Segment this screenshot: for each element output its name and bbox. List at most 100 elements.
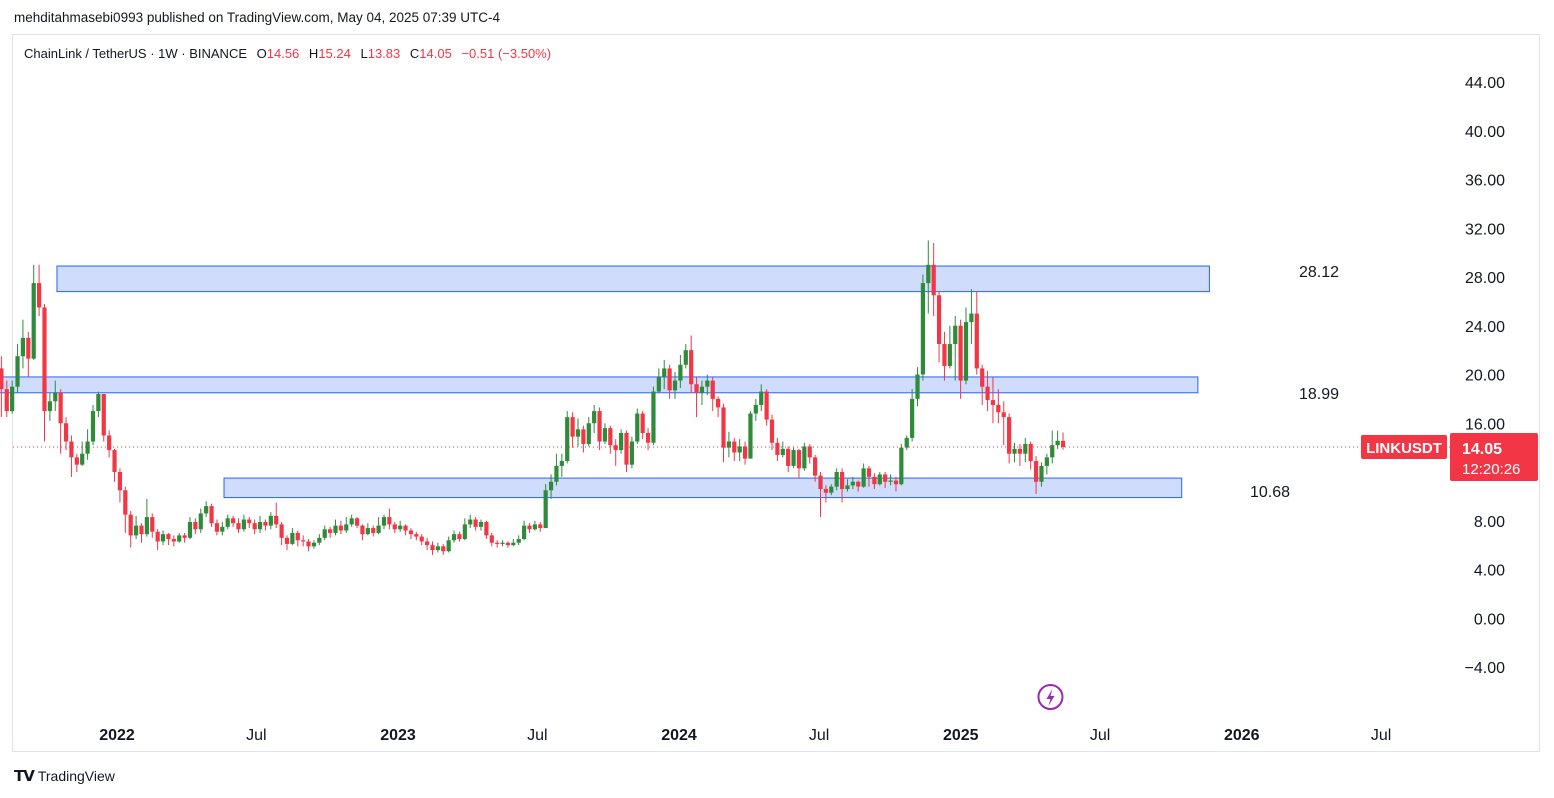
- candle-body: [462, 524, 467, 540]
- candle: [931, 242, 936, 316]
- candle: [721, 403, 726, 463]
- candle-body: [69, 441, 74, 458]
- candle: [150, 513, 155, 538]
- candle: [74, 453, 79, 472]
- lightning-event-icon[interactable]: [1037, 684, 1064, 710]
- candle-body: [101, 394, 106, 436]
- candle-body: [829, 486, 834, 493]
- candle-body: [435, 546, 440, 550]
- candle: [899, 443, 904, 486]
- candle: [495, 540, 500, 548]
- candle-body: [570, 417, 575, 437]
- candle: [284, 535, 290, 550]
- candle-body: [1017, 448, 1023, 454]
- candle-body: [667, 368, 672, 391]
- overlay-layer: 28.12 18.99 10.68 44.00 40.00 36.00 32.00 28.00…: [13, 75, 1538, 744]
- candle-body: [834, 472, 839, 487]
- candle-body: [53, 392, 58, 402]
- candle: [381, 514, 387, 530]
- candle-body: [90, 411, 96, 442]
- candle: [856, 480, 861, 492]
- candle: [645, 428, 651, 451]
- candle-body: [883, 474, 888, 482]
- candle: [257, 515, 263, 533]
- candle-body: [511, 542, 516, 546]
- candle-body: [635, 413, 640, 442]
- candle: [171, 535, 176, 547]
- candle: [489, 532, 494, 547]
- zone-label: 10.68: [1250, 484, 1290, 501]
- candle: [947, 325, 952, 369]
- candle-body: [96, 394, 101, 412]
- candle-body: [338, 525, 343, 531]
- tradingview-mark-icon: 𝗧𝗩: [14, 768, 35, 785]
- candle-body: [500, 542, 505, 544]
- candle: [910, 389, 915, 442]
- candle: [301, 535, 306, 547]
- candle-body: [1033, 461, 1039, 482]
- candle-body: [904, 437, 909, 448]
- tradingview-logo[interactable]: 𝗧𝗩 TradingView: [14, 767, 115, 785]
- candle-body: [942, 344, 947, 366]
- candle: [705, 374, 710, 396]
- candle: [1001, 401, 1006, 446]
- sr-zone[interactable]: [223, 477, 1183, 499]
- candle-body: [473, 519, 478, 527]
- candle-body: [128, 514, 133, 536]
- candle-body: [231, 518, 236, 524]
- candle: [1039, 462, 1044, 487]
- candle-body: [559, 461, 564, 466]
- ticker-text: LINKUSDT: [1366, 440, 1442, 457]
- candle: [333, 519, 338, 536]
- candle-body: [74, 457, 79, 465]
- candle-body: [349, 518, 354, 525]
- candle: [160, 530, 166, 546]
- candle: [780, 441, 785, 458]
- candle-body: [489, 535, 494, 543]
- sr-zone[interactable]: [0, 376, 1199, 394]
- candle-body: [602, 428, 608, 442]
- x-tick-label: 2024: [661, 727, 697, 744]
- candle-body: [640, 413, 645, 433]
- candle-body: [47, 401, 52, 412]
- candle: [926, 240, 931, 314]
- candle-body: [651, 391, 656, 443]
- candle: [500, 540, 505, 547]
- candle: [468, 514, 473, 529]
- low-value: 13.83: [367, 46, 401, 61]
- candle: [247, 517, 252, 529]
- candle-body: [1060, 440, 1066, 448]
- candle: [123, 486, 128, 533]
- price-tag[interactable]: LINKUSDT 14.05 12:20:26: [1361, 433, 1538, 481]
- candle-body: [187, 521, 193, 538]
- candle-body: [209, 506, 214, 524]
- open-value: 14.56: [266, 46, 300, 61]
- candle: [144, 498, 149, 537]
- candle: [317, 534, 322, 546]
- low-label: L: [360, 46, 368, 61]
- sr-zone[interactable]: [56, 265, 1210, 293]
- candle-body: [936, 295, 942, 345]
- candle-body: [279, 524, 284, 538]
- candle-body: [274, 515, 279, 525]
- y-tick-label: 4.00: [1474, 563, 1505, 580]
- candle-body: [947, 344, 952, 366]
- candle-body: [0, 368, 4, 390]
- candle-body: [160, 534, 166, 542]
- candle: [716, 396, 721, 418]
- candle-body: [592, 411, 597, 424]
- candle: [629, 436, 634, 469]
- candle-body: [322, 529, 327, 538]
- candle: [505, 541, 511, 548]
- candle-body: [872, 476, 877, 485]
- countdown-value: 12:20:26: [1462, 461, 1520, 478]
- candle: [311, 540, 317, 549]
- candle: [0, 356, 4, 418]
- candle-body: [813, 457, 818, 476]
- candle: [295, 530, 300, 547]
- candle: [193, 518, 198, 535]
- candle: [231, 515, 236, 527]
- candle: [187, 517, 193, 540]
- candle-body: [672, 380, 678, 391]
